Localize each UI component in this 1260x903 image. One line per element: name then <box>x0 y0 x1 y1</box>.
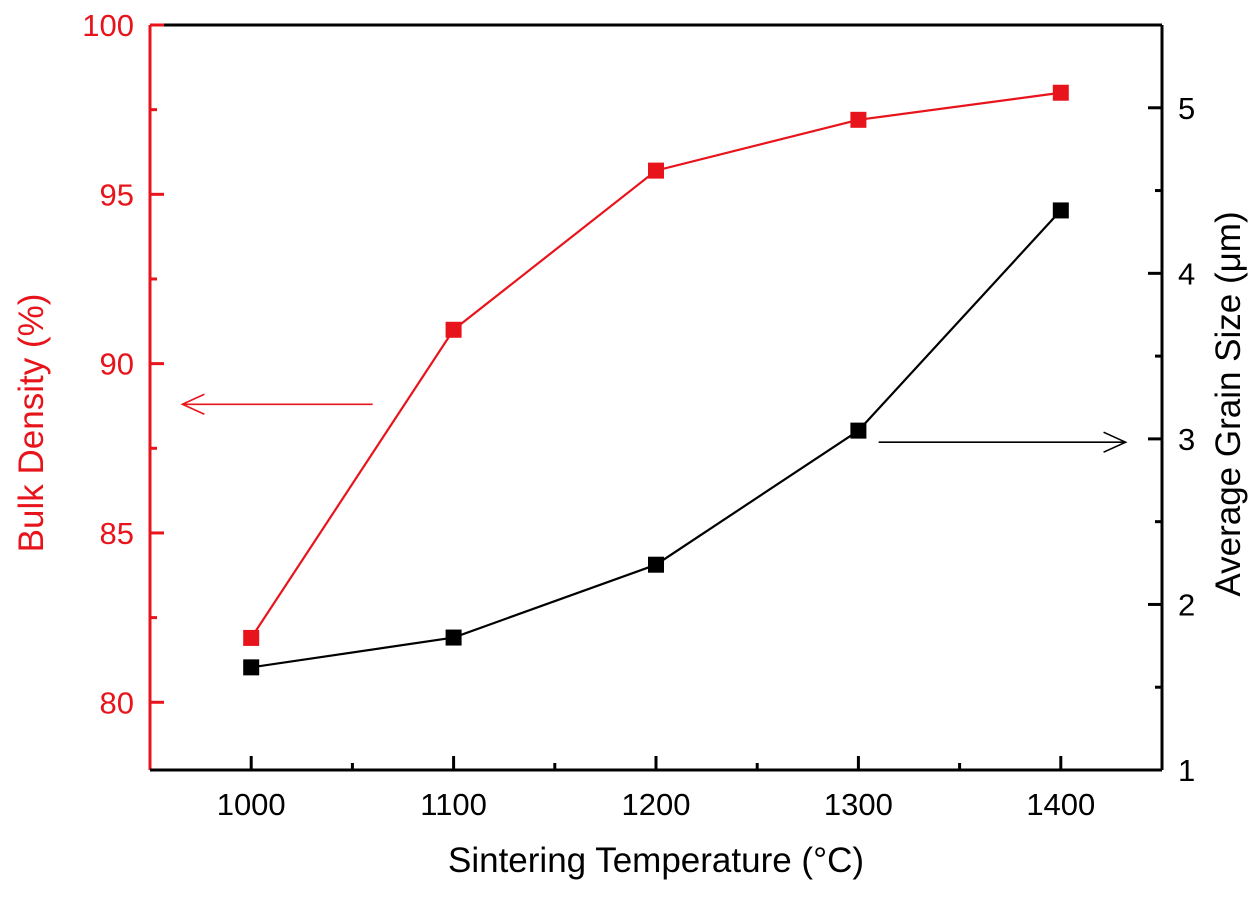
x-tick-label: 1200 <box>622 787 691 822</box>
left-tick-label: 90 <box>100 347 134 382</box>
axis-ticks <box>150 23 1162 772</box>
x-tick-label: 1300 <box>824 787 893 822</box>
data-point <box>1052 84 1069 101</box>
tick-labels: 1000 1100 1200 1300 1400 80 85 90 95 100 1 2 3 4 5 <box>82 8 1195 822</box>
data-point <box>850 111 867 128</box>
plot-frame <box>148 23 1164 772</box>
data-point <box>850 422 867 439</box>
right-tick-label: 1 <box>1178 753 1195 788</box>
arrow-head <box>180 393 205 416</box>
left-tick-label: 95 <box>100 177 134 212</box>
arrow-head <box>1103 431 1128 453</box>
x-axis-label: Sintering Temperature (°C) <box>448 841 864 880</box>
data-point <box>243 659 260 676</box>
data-point <box>648 162 664 179</box>
x-tick-label: 1000 <box>217 787 286 822</box>
x-tick-label: 1400 <box>1026 787 1095 822</box>
series-layer <box>243 84 1069 676</box>
right-axis-label: Average Grain Size (μm) <box>1209 211 1248 596</box>
right-tick-label: 3 <box>1178 422 1195 457</box>
left-axis-label: Bulk Density (%) <box>12 294 51 553</box>
x-tick-label: 1100 <box>420 787 487 822</box>
data-point <box>445 629 462 646</box>
data-point <box>648 556 664 573</box>
left-tick-label: 80 <box>100 685 134 720</box>
annotation-arrows <box>180 393 1128 453</box>
right-tick-label: 4 <box>1178 256 1195 291</box>
right-tick-label: 2 <box>1178 587 1195 622</box>
left-tick-label: 85 <box>100 516 134 551</box>
data-point <box>243 629 260 646</box>
left-tick-label: 100 <box>82 8 134 43</box>
right-tick-label: 5 <box>1178 91 1195 126</box>
data-point <box>445 321 462 338</box>
series-line <box>251 209 1062 669</box>
data-point <box>1052 202 1069 219</box>
